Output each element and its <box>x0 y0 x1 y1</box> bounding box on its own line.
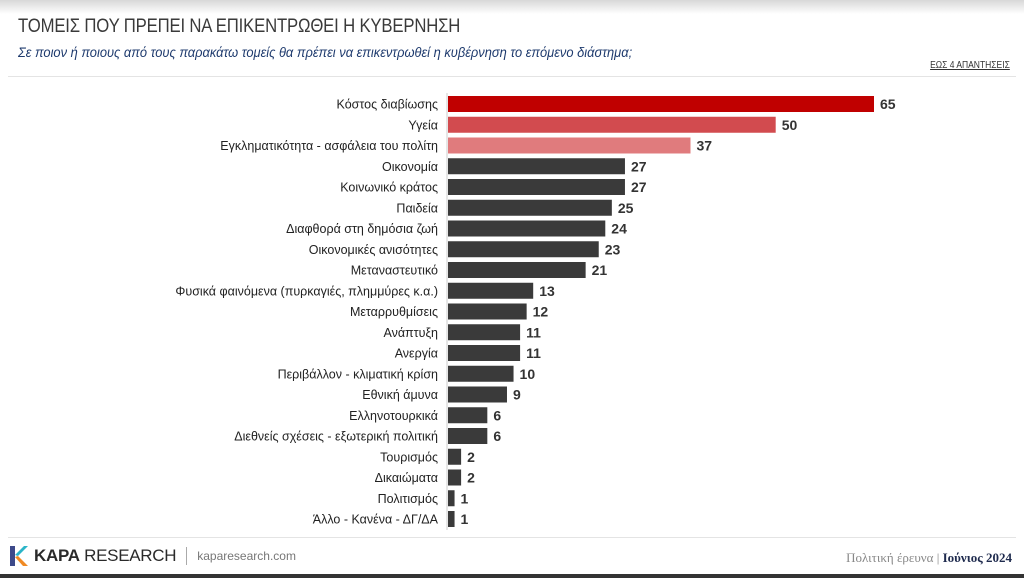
category-label: Κοινωνικό κράτος <box>340 181 438 195</box>
data-label: 24 <box>611 221 627 237</box>
data-label: 37 <box>696 138 712 154</box>
data-label: 11 <box>526 345 541 361</box>
data-label: 25 <box>618 200 634 216</box>
bar <box>448 448 462 465</box>
survey-info: Πολιτική έρευνα | Ιούνιος 2024 <box>846 550 1012 565</box>
bar <box>448 199 612 216</box>
bar <box>448 96 874 112</box>
data-label: 50 <box>782 117 798 133</box>
kapa-logo: KAPA RESEARCH kaparesearch.com <box>10 546 296 566</box>
category-label: Μεταρρυθμίσεις <box>350 305 438 319</box>
separator <box>186 547 188 565</box>
data-label: 6 <box>493 407 501 423</box>
category-label: Οικονομία <box>382 160 438 174</box>
category-label: Πολιτισμός <box>378 492 438 506</box>
bar <box>448 303 527 320</box>
bar <box>448 241 599 258</box>
bar <box>448 324 521 341</box>
bar <box>448 116 776 133</box>
bar <box>448 262 586 278</box>
data-label: 65 <box>880 96 896 112</box>
bottom-bar <box>0 574 1024 578</box>
bar <box>448 158 625 175</box>
answers-note: ΕΩΣ 4 ΑΠΑΝΤΗΣΕΙΣ <box>930 60 1010 71</box>
divider <box>8 76 1016 77</box>
data-label: 13 <box>539 283 555 299</box>
category-label: Παιδεία <box>396 201 438 215</box>
bar <box>448 428 488 444</box>
category-label: Διαφθορά στη δημόσια ζωή <box>286 222 438 236</box>
category-label: Οικονομικές ανισότητες <box>309 243 438 257</box>
kapa-k-icon <box>10 546 28 566</box>
bar <box>448 407 488 424</box>
bar <box>448 490 455 507</box>
bar <box>448 282 534 299</box>
category-label: Άλλο - Κανένα - ΔΓ/ΔΑ <box>313 513 439 527</box>
data-label: 27 <box>631 179 647 195</box>
category-label: Ανεργία <box>395 347 438 361</box>
bar <box>448 365 514 382</box>
category-label: Εγκληματικότητα - ασφάλεια του πολίτη <box>220 139 438 153</box>
category-label: Τουρισμός <box>380 450 438 464</box>
category-label: Μεταναστευτικό <box>351 264 438 278</box>
bar <box>448 220 606 237</box>
brand-url[interactable]: kaparesearch.com <box>197 549 296 563</box>
data-label: 23 <box>605 241 621 257</box>
divider <box>8 537 1016 538</box>
category-label: Ελληνοτουρκικά <box>349 409 438 423</box>
category-label: Φυσικά φαινόμενα (πυρκαγιές, πλημμύρες κ… <box>175 284 438 298</box>
category-label: Υγεία <box>408 118 438 132</box>
top-shadow <box>0 0 1024 14</box>
data-label: 2 <box>467 470 475 486</box>
bar <box>448 137 691 154</box>
category-label: Περιβάλλον - κλιματική κρίση <box>278 367 438 381</box>
page-title: ΤΟΜΕΙΣ ΠΟΥ ΠΡΕΠΕΙ ΝΑ ΕΠΙΚΕΝΤΡΩΘΕΙ Η ΚΥΒΕ… <box>18 16 461 37</box>
data-label: 11 <box>526 324 541 340</box>
bar <box>448 511 455 527</box>
bar <box>448 345 521 361</box>
data-label: 1 <box>461 490 469 506</box>
data-label: 2 <box>467 449 475 465</box>
bar <box>448 179 625 195</box>
category-label: Ανάπτυξη <box>383 326 438 340</box>
category-label: Διεθνείς σχέσεις - εξωτερική πολιτική <box>234 430 438 444</box>
data-label: 12 <box>533 304 549 320</box>
data-label: 10 <box>520 366 536 382</box>
category-label: Εθνική άμυνα <box>362 388 438 402</box>
data-label: 1 <box>461 511 469 527</box>
bar <box>448 386 507 403</box>
category-label: Δικαιώματα <box>375 471 438 485</box>
bar-chart: Κόστος διαβίωσης 65 Υγεία 50 Εγκληματικότητα… <box>175 93 896 530</box>
data-label: 6 <box>493 428 501 444</box>
data-label: 21 <box>592 262 608 278</box>
data-label: 9 <box>513 387 521 403</box>
data-label: 27 <box>631 158 647 174</box>
bar <box>448 469 462 486</box>
brand-name: KAPA RESEARCH <box>34 546 177 565</box>
page-subtitle: Σε ποιον ή ποιους από τους παρακάτω τομε… <box>18 44 633 60</box>
category-label: Κόστος διαβίωσης <box>337 98 438 112</box>
